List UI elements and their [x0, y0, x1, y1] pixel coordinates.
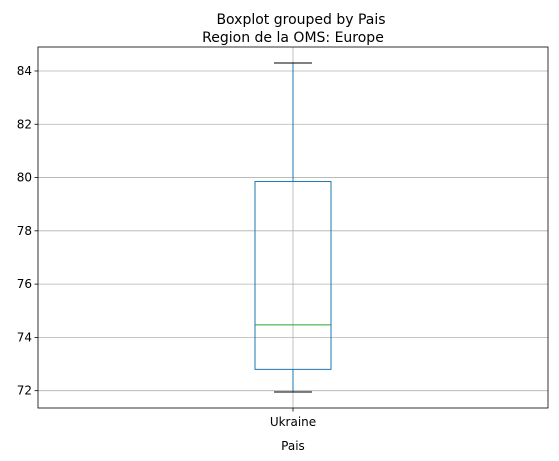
x-tick-label: Ukraine: [270, 415, 316, 429]
chart-title: Region de la OMS: Europe: [202, 30, 384, 46]
chart-suptitle: Boxplot grouped by Pais: [216, 12, 385, 28]
axes: 72 74 76 78 80 82 84 Ukraine: [17, 46, 549, 429]
plot-frame: [37, 46, 549, 409]
y-tick-label: 72: [17, 384, 32, 398]
y-tick-label: 84: [17, 64, 32, 78]
x-axis-label: Pais: [281, 439, 305, 453]
iqr-box: [254, 181, 332, 370]
box-group: [254, 62, 332, 393]
y-tick-label: 78: [17, 224, 32, 238]
y-tick-label: 82: [17, 117, 32, 131]
y-tick-label: 74: [17, 330, 32, 344]
y-tick-label: 80: [17, 171, 32, 185]
y-tick-label: 76: [17, 277, 32, 291]
